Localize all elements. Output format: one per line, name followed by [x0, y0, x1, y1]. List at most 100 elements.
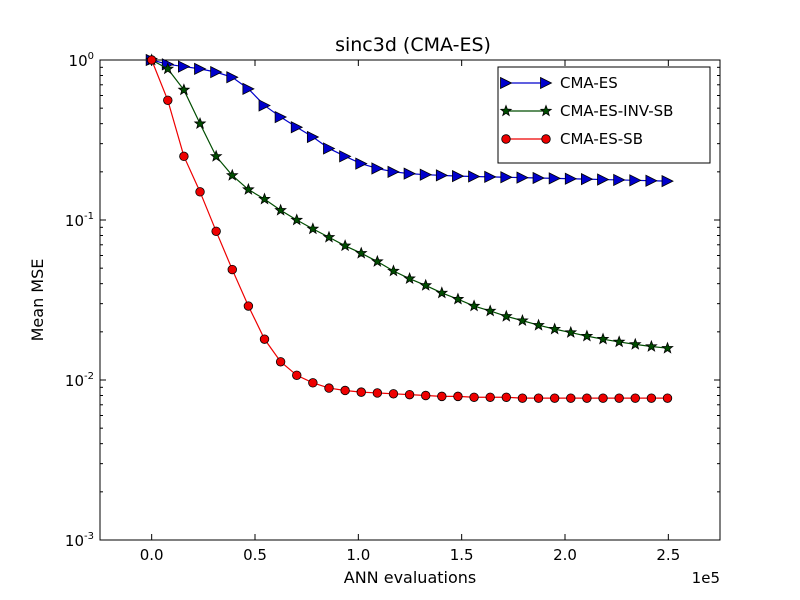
legend-item: CMA-ES-SB: [501, 130, 643, 148]
data-point: [421, 390, 431, 401]
series-cma-es-inv-sb: [145, 53, 674, 354]
data-point: [548, 172, 562, 185]
data-point: [564, 325, 578, 338]
data-point: [419, 168, 433, 181]
data-point: [549, 393, 560, 403]
data-point: [628, 337, 642, 350]
data-point: [469, 392, 479, 402]
data-point: [178, 60, 191, 73]
legend-marker: [541, 134, 551, 144]
data-point: [211, 226, 221, 236]
data-point: [322, 230, 336, 243]
data-point: [193, 117, 207, 130]
legend-marker: [501, 134, 511, 144]
data-point: [354, 246, 368, 259]
data-point: [500, 171, 513, 184]
data-point: [499, 309, 513, 322]
data-point: [324, 383, 334, 393]
y-axis-label: Mean MSE: [28, 259, 47, 342]
data-point: [340, 385, 350, 396]
data-point: [419, 278, 433, 291]
data-point: [613, 173, 626, 187]
data-point: [548, 322, 561, 335]
data-point: [453, 391, 463, 402]
data-point: [532, 171, 545, 185]
data-point: [564, 172, 578, 185]
data-point: [501, 392, 512, 402]
data-point: [582, 393, 592, 403]
data-point: [258, 99, 271, 112]
x-tick-label: 0.5: [243, 546, 267, 564]
y-tick-label: 100: [69, 51, 94, 70]
data-point: [258, 192, 271, 205]
data-point: [645, 339, 658, 352]
data-point: [259, 334, 270, 344]
data-point: [645, 174, 658, 187]
x-tick-label: 1.0: [346, 546, 370, 564]
data-point: [242, 182, 255, 195]
data-point: [226, 71, 239, 84]
data-point: [484, 170, 497, 184]
data-point: [290, 213, 304, 226]
data-point: [517, 393, 528, 403]
data-point: [179, 151, 189, 162]
data-point: [516, 313, 529, 327]
data-point: [371, 162, 384, 175]
data-point: [612, 335, 626, 348]
data-point: [372, 388, 383, 398]
data-point: [387, 264, 400, 277]
data-point: [437, 391, 447, 402]
legend: CMA-ES CMA-ES-INV-SB CMA-ES-SB: [497, 66, 711, 164]
legend-marker: [540, 76, 553, 90]
legend-marker: [499, 104, 513, 117]
legend-item: CMA-ES: [500, 74, 618, 92]
data-point: [177, 83, 191, 96]
data-point: [355, 157, 368, 170]
data-point: [467, 299, 481, 312]
data-point: [483, 304, 497, 317]
data-point: [451, 292, 465, 305]
data-point: [339, 150, 352, 163]
series-layer: [145, 53, 674, 403]
data-point: [566, 393, 576, 403]
data-point: [163, 95, 173, 105]
legend-marker: [539, 104, 553, 117]
x-axis-label: ANN evaluations: [344, 568, 476, 587]
data-point: [242, 82, 255, 96]
x-tick-label: 0.0: [140, 546, 164, 564]
data-point: [371, 254, 384, 267]
data-point: [338, 239, 352, 252]
chart-title: sinc3d (CMA-ES): [335, 34, 491, 56]
data-point: [630, 393, 640, 403]
data-point: [404, 389, 415, 400]
y-tick-label: 10-2: [65, 371, 94, 390]
data-point: [532, 318, 545, 331]
x-axis-multiplier: 1e5: [692, 569, 720, 587]
data-point: [596, 332, 610, 345]
data-point: [452, 169, 465, 183]
data-point: [292, 370, 302, 380]
data-point: [661, 341, 674, 354]
data-point: [290, 121, 304, 134]
data-point: [629, 174, 642, 187]
data-point: [646, 393, 657, 403]
data-point: [243, 301, 254, 311]
data-point: [597, 173, 610, 186]
data-point: [661, 174, 674, 188]
data-point: [662, 393, 673, 403]
data-point: [161, 62, 175, 75]
data-point: [533, 393, 544, 403]
legend-label: CMA-ES-INV-SB: [560, 102, 673, 120]
legend-label: CMA-ES: [560, 74, 618, 92]
data-point: [274, 203, 287, 216]
data-point: [225, 168, 239, 181]
series-cma-es-sb: [146, 55, 673, 403]
data-point: [388, 389, 399, 399]
data-point: [598, 393, 608, 403]
legend-label: CMA-ES-SB: [560, 130, 643, 148]
data-point: [614, 393, 624, 403]
data-point: [581, 173, 594, 186]
axis-ticks: 0.0 0.5 1.0 1.5 2.0 2.5 10-3 10-2 10-1 100: [65, 51, 720, 564]
data-point: [580, 329, 594, 342]
